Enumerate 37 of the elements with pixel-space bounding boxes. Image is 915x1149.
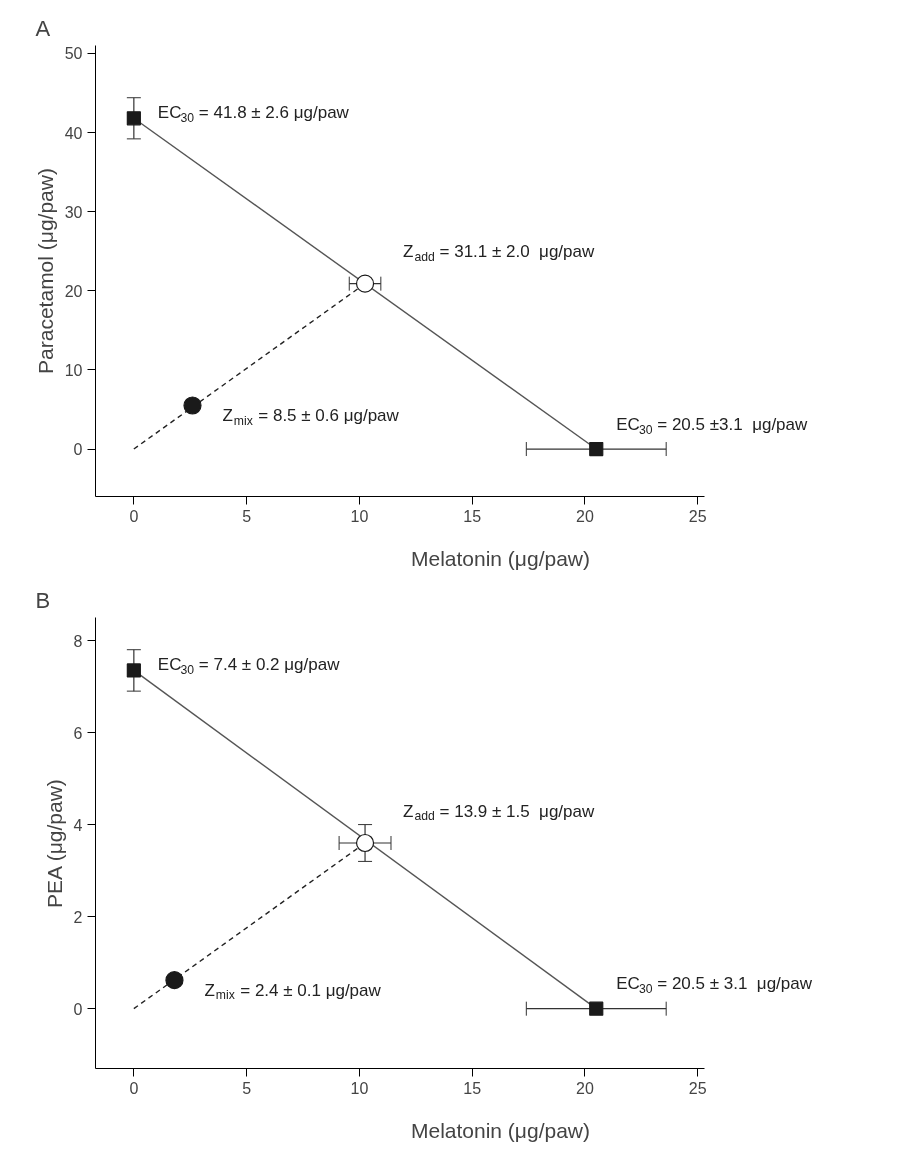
x-tick-label: 0 [129, 507, 139, 525]
point [126, 111, 141, 126]
y-tick-label: 50 [64, 45, 83, 63]
y-tick-label: 40 [64, 124, 83, 142]
x-tick-label: 5 [242, 1079, 252, 1097]
x-axis-title: Melatonin (μg/paw) [410, 1118, 591, 1142]
y-tick-label: 0 [73, 1000, 83, 1018]
y-tick-label: 4 [73, 816, 83, 834]
point [589, 1001, 604, 1016]
point [355, 833, 375, 853]
y-axis-title: Paracetamol (μg/paw) [33, 168, 57, 374]
x-tick-label: 15 [463, 507, 482, 525]
y-tick-label: 10 [64, 361, 83, 379]
x-tick-label: 20 [576, 507, 594, 525]
x-axis-title: Melatonin (μg/paw) [410, 546, 591, 570]
x-tick-label: 5 [242, 507, 252, 525]
x-tick-label: 0 [129, 1079, 139, 1097]
point [165, 971, 184, 990]
y-tick-label: 0 [73, 441, 83, 459]
point [126, 663, 141, 678]
chart-title: B [35, 587, 51, 613]
x-tick-label: 25 [688, 507, 707, 525]
y-tick-label: 2 [73, 908, 83, 926]
y-tick-label: 6 [73, 724, 83, 742]
x-tick-label: 25 [688, 1079, 707, 1097]
y-axis-title: PEA (μg/paw) [42, 779, 66, 908]
point [589, 441, 604, 457]
point [355, 274, 375, 293]
x-tick-label: 10 [350, 1079, 369, 1097]
x-tick-label: 15 [463, 1079, 482, 1097]
x-tick-label: 10 [350, 507, 369, 525]
y-tick-label: 8 [73, 632, 83, 650]
y-tick-label: 20 [64, 282, 83, 300]
x-tick-label: 20 [576, 1079, 594, 1097]
y-tick-label: 30 [64, 203, 83, 221]
chart-title: A [35, 15, 51, 41]
point [183, 396, 202, 415]
